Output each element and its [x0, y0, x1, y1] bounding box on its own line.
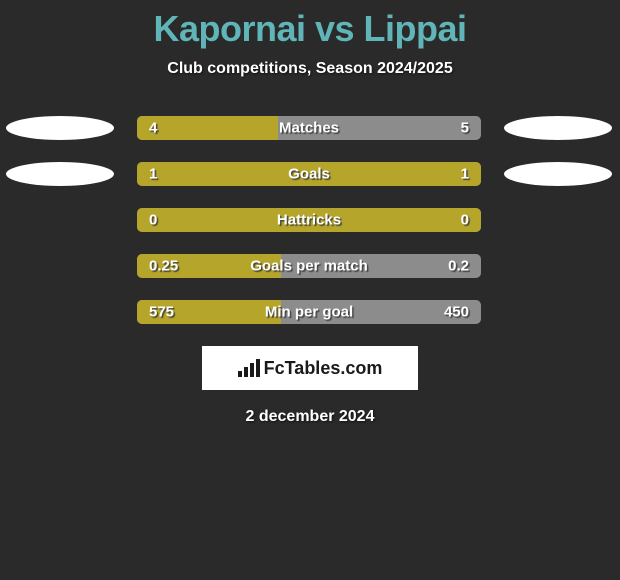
stat-value-left: 575 — [149, 304, 174, 321]
stat-bar: 4 5 Matches — [137, 116, 481, 140]
comparison-chart: 4 5 Matches 1 1 Goals 0 0 Hattricks 0.25 0.2 Goals … — [0, 116, 620, 324]
stat-value-right: 0 — [461, 212, 469, 229]
stat-value-right: 1 — [461, 166, 469, 183]
team-badge-right — [504, 116, 612, 140]
stat-bar-left-fill — [137, 162, 309, 186]
stat-row: 4 5 Matches — [0, 116, 620, 140]
stat-bar-right-fill — [309, 162, 481, 186]
stat-value-left: 0 — [149, 212, 157, 229]
stat-value-left: 4 — [149, 120, 157, 137]
logo-text: FcTables.com — [264, 358, 383, 379]
page-subtitle: Club competitions, Season 2024/2025 — [0, 60, 620, 78]
logo-box: FcTables.com — [202, 346, 418, 390]
stat-bar: 1 1 Goals — [137, 162, 481, 186]
stat-label: Goals per match — [250, 258, 368, 275]
stat-label: Hattricks — [277, 212, 341, 229]
stat-bar-left-fill — [137, 116, 278, 140]
stat-row: 0.25 0.2 Goals per match — [0, 254, 620, 278]
stat-row: 1 1 Goals — [0, 162, 620, 186]
stat-bar: 0 0 Hattricks — [137, 208, 481, 232]
bar-chart-icon — [238, 359, 260, 377]
stat-label: Goals — [288, 166, 330, 183]
fctables-logo: FcTables.com — [238, 358, 383, 379]
stat-value-right: 5 — [461, 120, 469, 137]
stat-label: Min per goal — [265, 304, 353, 321]
team-badge-right — [504, 162, 612, 186]
stat-value-left: 0.25 — [149, 258, 178, 275]
team-badge-left — [6, 162, 114, 186]
stat-row: 575 450 Min per goal — [0, 300, 620, 324]
stat-row: 0 0 Hattricks — [0, 208, 620, 232]
stat-bar: 575 450 Min per goal — [137, 300, 481, 324]
stat-bar: 0.25 0.2 Goals per match — [137, 254, 481, 278]
date-label: 2 december 2024 — [0, 408, 620, 426]
stat-label: Matches — [279, 120, 339, 137]
page-title: Kapornai vs Lippai — [0, 0, 620, 50]
stat-value-right: 0.2 — [448, 258, 469, 275]
stat-value-right: 450 — [444, 304, 469, 321]
team-badge-left — [6, 116, 114, 140]
stat-value-left: 1 — [149, 166, 157, 183]
